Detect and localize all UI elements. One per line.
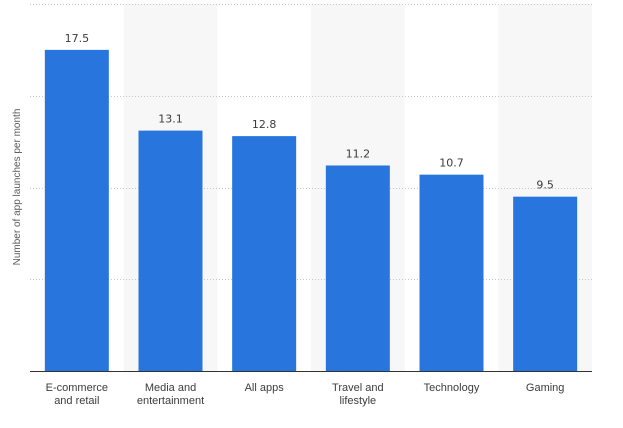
value-label: 13.1 [158,113,183,126]
value-label: 9.5 [536,179,554,192]
category-label: lifestyle [339,395,376,407]
bar [325,165,390,371]
value-label: 10.7 [439,157,464,170]
y-axis-label: Number of app launches per month [12,109,23,266]
gridlines [30,4,592,280]
category-label: entertainment [137,395,204,407]
category-label: All apps [245,382,285,394]
category-label: Travel and [332,382,384,394]
bar [513,196,578,371]
category-label: and retail [54,395,99,407]
value-label: 11.2 [346,147,371,160]
bar [44,49,109,371]
category-label: E-commerce [46,382,108,394]
bars [44,49,578,371]
bar [138,130,203,371]
bar [419,174,484,371]
category-label: Gaming [526,382,565,394]
value-labels: 17.5 13.1 12.8 11.2 10.7 9.5 [65,32,554,192]
category-label: Media and [145,382,196,394]
bar [232,136,297,371]
value-label: 17.5 [65,32,90,45]
value-label: 12.8 [252,118,277,131]
category-label: Technology [424,382,480,394]
